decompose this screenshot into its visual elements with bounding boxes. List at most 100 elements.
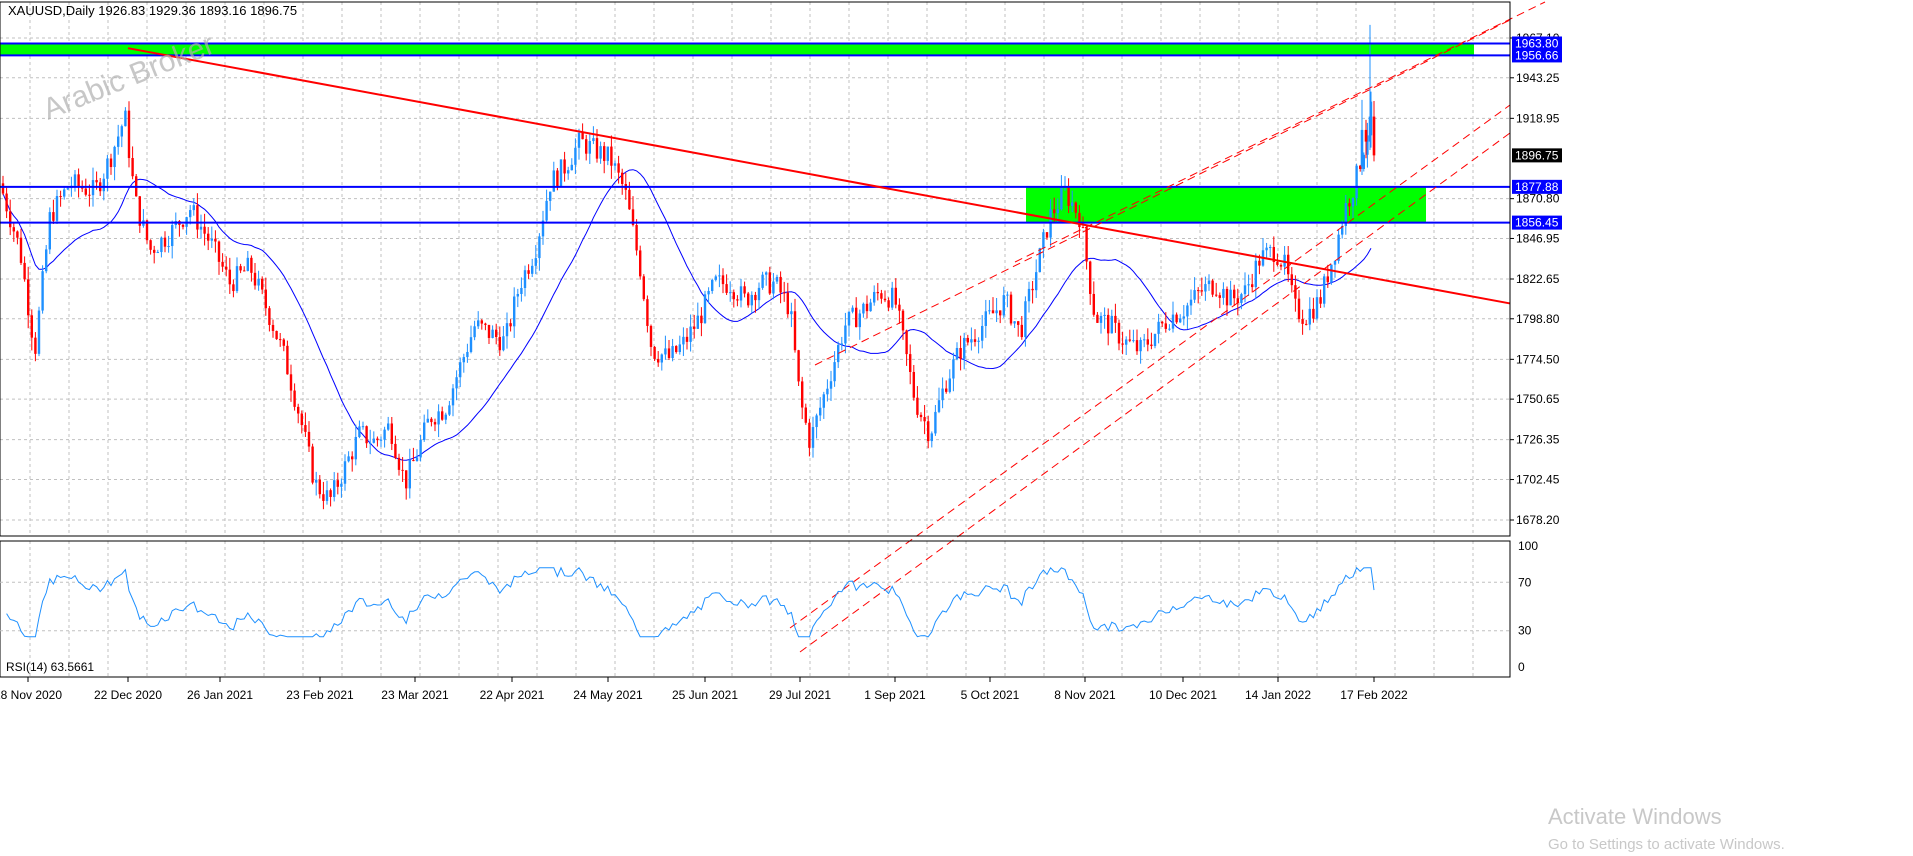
price-label-box (1512, 215, 1562, 230)
candle-body (819, 407, 822, 416)
candle-body (1179, 318, 1182, 323)
candle-body (588, 141, 591, 154)
rsi-plot-frame (0, 540, 1511, 678)
candle-body (430, 418, 433, 423)
candle-body (725, 284, 728, 293)
candle-body (52, 212, 55, 221)
candle-body (646, 299, 649, 326)
candle-body (372, 438, 375, 443)
candle-body (869, 302, 872, 312)
activate-windows-subtitle: Go to Settings to activate Windows. (1548, 836, 1785, 853)
candle-body (891, 287, 894, 308)
price-label-box (1512, 148, 1562, 163)
price-label-text: 1856.45 (1515, 216, 1559, 230)
candle-body (682, 336, 685, 345)
main-plot-frame (0, 1, 1511, 537)
candle-body (405, 470, 408, 489)
candle-body (369, 442, 372, 444)
candle-body (351, 456, 354, 460)
candle-body (1175, 314, 1178, 323)
candle-body (228, 269, 231, 285)
candle-body (887, 300, 890, 308)
candle-body (1211, 280, 1214, 295)
candle-body (1139, 339, 1142, 352)
candle-body (1348, 203, 1351, 207)
candle-body (880, 293, 883, 299)
candle-body (675, 346, 678, 353)
candle-body (1290, 274, 1293, 286)
candle-body (1225, 288, 1229, 306)
candle-body (516, 293, 519, 297)
candle-body (613, 163, 617, 166)
candle-body (912, 371, 915, 398)
candle-body (102, 178, 105, 192)
candle-body (700, 315, 703, 324)
candle-body (977, 340, 980, 342)
candle-body (981, 325, 984, 341)
candle-body (1024, 301, 1027, 338)
candle-body (462, 357, 465, 363)
candle-body (390, 423, 393, 444)
candle-body (905, 330, 908, 355)
candle-body (95, 180, 98, 183)
candle-body (455, 377, 458, 389)
candle-body (693, 326, 696, 329)
price-label-text: 1956.66 (1515, 48, 1559, 62)
candle-body (873, 291, 876, 303)
candle-body (714, 276, 717, 280)
candle-body (786, 292, 789, 315)
candle-body (563, 159, 566, 174)
candle-body (59, 196, 62, 198)
candle-body (34, 337, 37, 354)
candle-body (217, 241, 221, 262)
candle-body (1171, 314, 1175, 329)
candle-body (959, 347, 962, 359)
candle-body (199, 226, 203, 230)
candle-body (1009, 294, 1013, 324)
candle-body (235, 266, 239, 292)
candle-body (858, 313, 861, 328)
candle-body (1, 183, 5, 194)
candle-body (754, 294, 757, 301)
candle-body (1333, 260, 1337, 265)
x-tick-label: 26 Jan 2021 (187, 688, 253, 702)
candle-body (156, 252, 159, 254)
candle-body (729, 292, 732, 294)
price-label-text: 1877.88 (1515, 180, 1559, 194)
candle-body (66, 188, 69, 190)
candle-body (552, 170, 555, 192)
candle-body (545, 200, 548, 221)
candle-body (441, 411, 444, 420)
candle-body (250, 257, 253, 273)
candle-body (271, 324, 275, 331)
candle-body (934, 411, 937, 434)
candle-body (966, 337, 969, 343)
candle-body (1251, 284, 1254, 288)
candle-body (1337, 234, 1340, 261)
candle-body (282, 339, 285, 346)
x-tick-label: 10 Dec 2021 (1149, 688, 1217, 702)
x-tick-label: 23 Mar 2021 (381, 688, 449, 702)
candle-body (721, 275, 725, 285)
candle-body (379, 439, 383, 441)
candle-body (1344, 203, 1347, 226)
candle-body (883, 298, 887, 301)
candle-body (487, 324, 491, 338)
candle-body (711, 279, 714, 291)
candle-body (621, 172, 624, 184)
candle-body (207, 233, 210, 241)
candle-body (815, 415, 818, 428)
candle-body (549, 191, 552, 201)
candle-body (750, 294, 753, 306)
candle-body (1027, 288, 1031, 302)
candle-body (23, 262, 26, 280)
candle-body (664, 348, 667, 355)
candle-body (1081, 227, 1085, 229)
candle-body (361, 426, 365, 428)
candle-body (1153, 333, 1157, 347)
y-tick-label: 1750.65 (1516, 392, 1560, 406)
candle-body (1362, 154, 1365, 169)
candle-body (1301, 319, 1304, 324)
